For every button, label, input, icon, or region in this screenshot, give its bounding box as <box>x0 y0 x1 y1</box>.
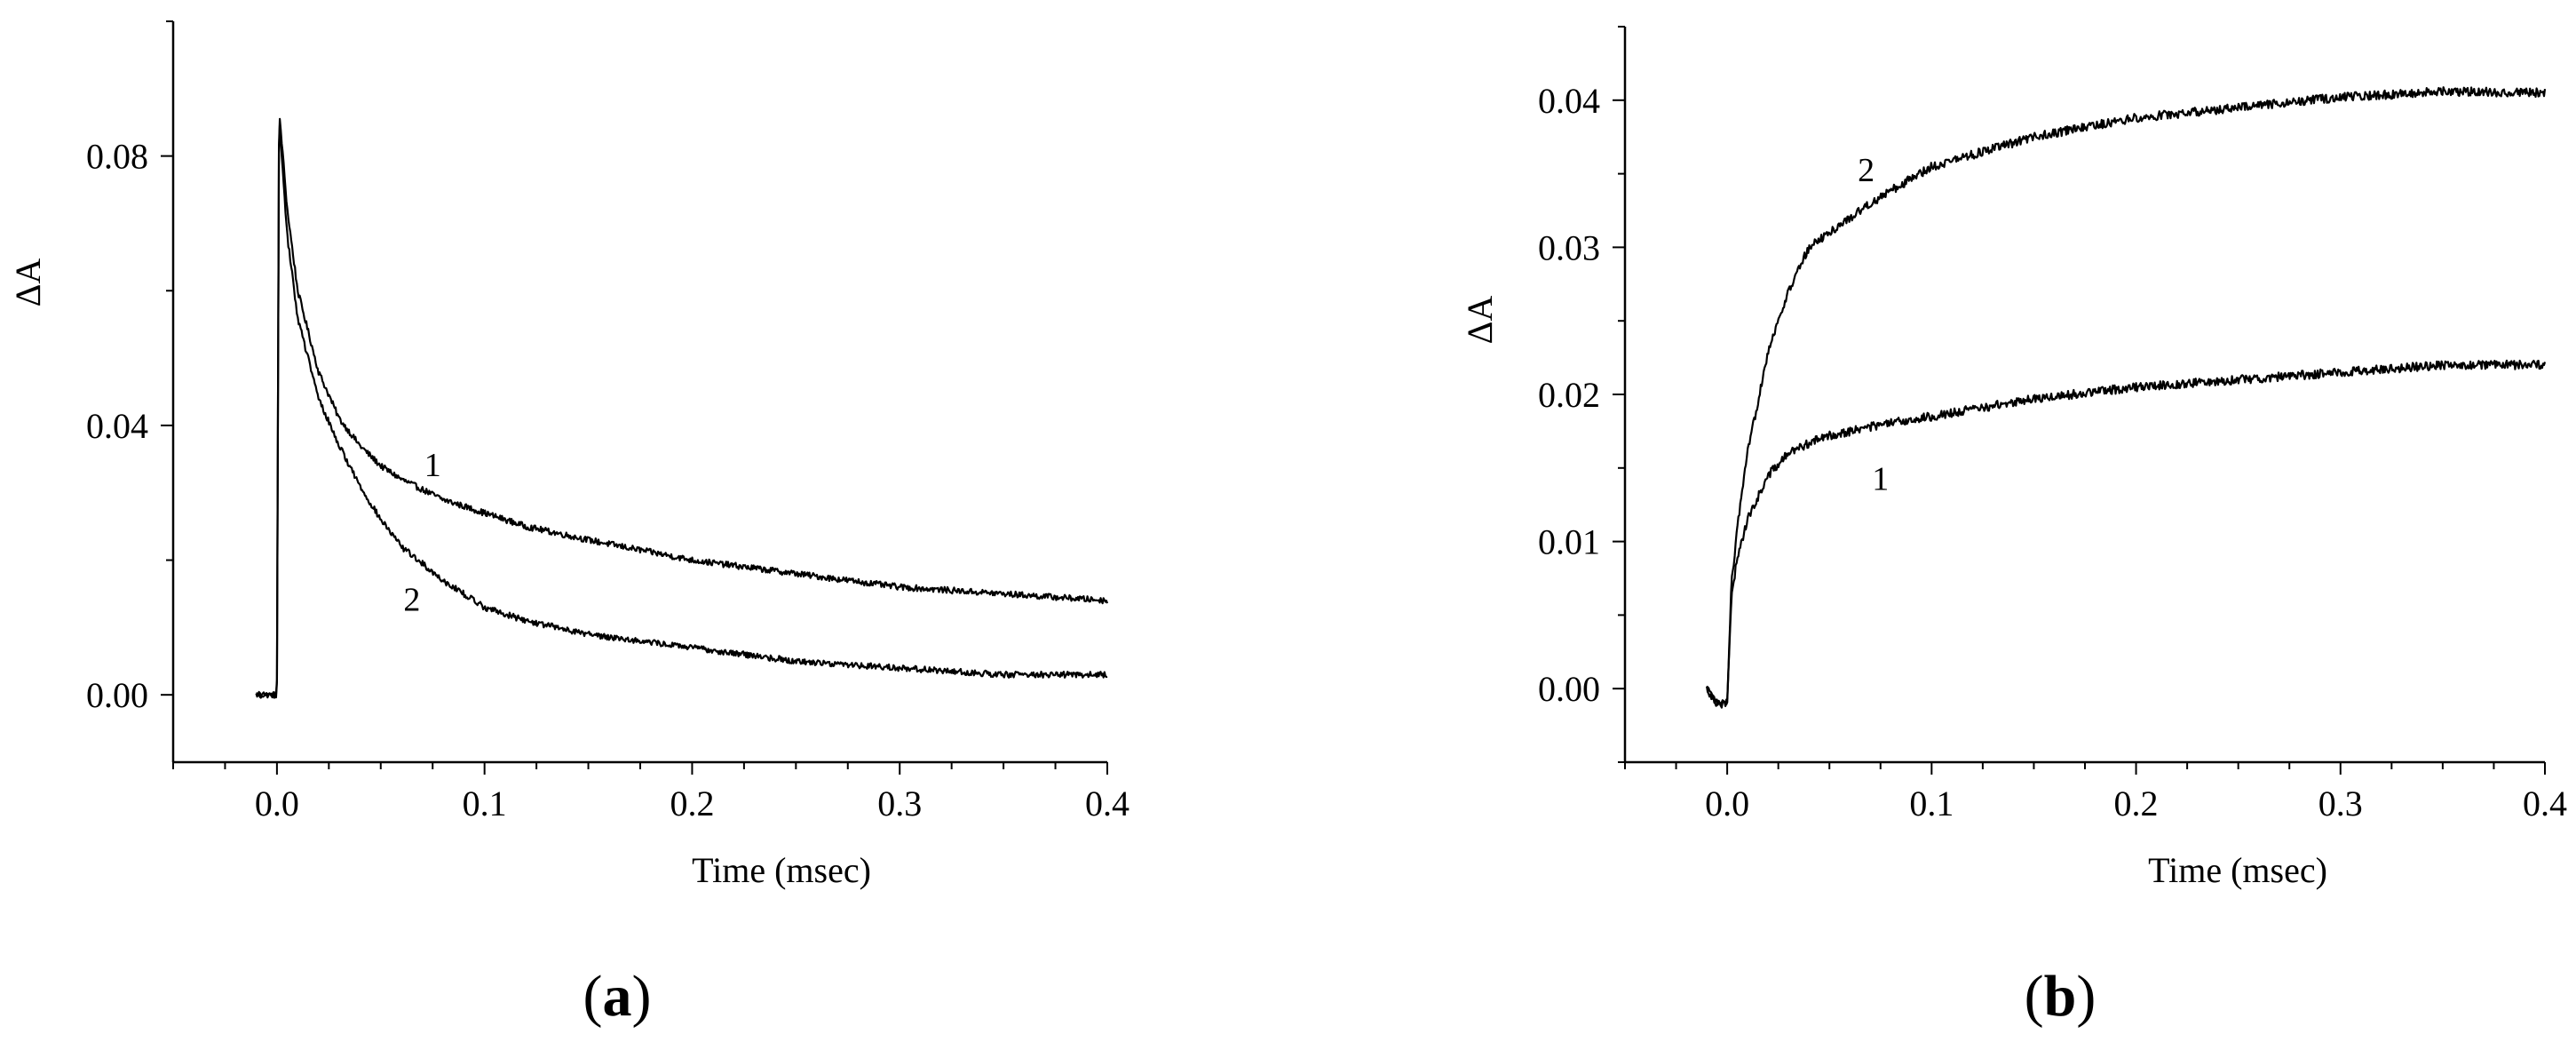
series-line-1 <box>255 117 1109 699</box>
x-axis-title: Time (msec) <box>2148 850 2327 890</box>
y-tick-label: 0.08 <box>86 137 148 177</box>
y-tick-label: 0.00 <box>86 675 148 715</box>
x-axis-title: Time (msec) <box>692 850 871 890</box>
y-tick-label: 0.01 <box>1538 522 1600 562</box>
series-line-2 <box>1706 86 2547 708</box>
x-tick-label: 0.4 <box>2523 784 2567 823</box>
y-tick-label: 0.04 <box>86 406 148 446</box>
curve-label-1: 1 <box>424 447 441 484</box>
y-tick-label: 0.04 <box>1538 81 1600 121</box>
x-tick-label: 0.3 <box>877 784 922 823</box>
x-tick-label: 0.0 <box>255 784 299 823</box>
curve-label-2: 2 <box>403 581 420 618</box>
series-line-1 <box>1706 359 2547 709</box>
x-tick-label: 0.2 <box>670 784 714 823</box>
y-tick-label: 0.03 <box>1538 227 1600 267</box>
x-tick-label: 0.1 <box>463 784 507 823</box>
curve-label-2: 2 <box>1858 152 1875 189</box>
x-tick-label: 0.0 <box>1705 784 1749 823</box>
y-tick-label: 0.00 <box>1538 669 1600 709</box>
x-tick-label: 0.1 <box>1909 784 1954 823</box>
x-tick-label: 0.2 <box>2114 784 2159 823</box>
series-line-2 <box>256 123 1108 699</box>
curve-label-1: 1 <box>1872 461 1889 498</box>
panel-label: (b) <box>2025 964 2096 1029</box>
x-tick-label: 0.3 <box>2318 784 2363 823</box>
y-axis-title: ΔA <box>1460 296 1500 345</box>
chart-panel-b: 0.0 0.1 0.2 0.3 0.4 0.00 0.01 0.02 0.03 0.04 Time … <box>1460 26 2567 1029</box>
y-axis-title: ΔA <box>8 259 48 307</box>
chart-panel-a: 0.0 0.1 0.2 0.3 0.4 0.00 0.04 0.08 Time (msec) ΔA… <box>8 20 1129 1029</box>
y-tick-label: 0.02 <box>1538 375 1600 415</box>
x-tick-label: 0.4 <box>1085 784 1129 823</box>
panel-label: (a) <box>583 964 652 1029</box>
